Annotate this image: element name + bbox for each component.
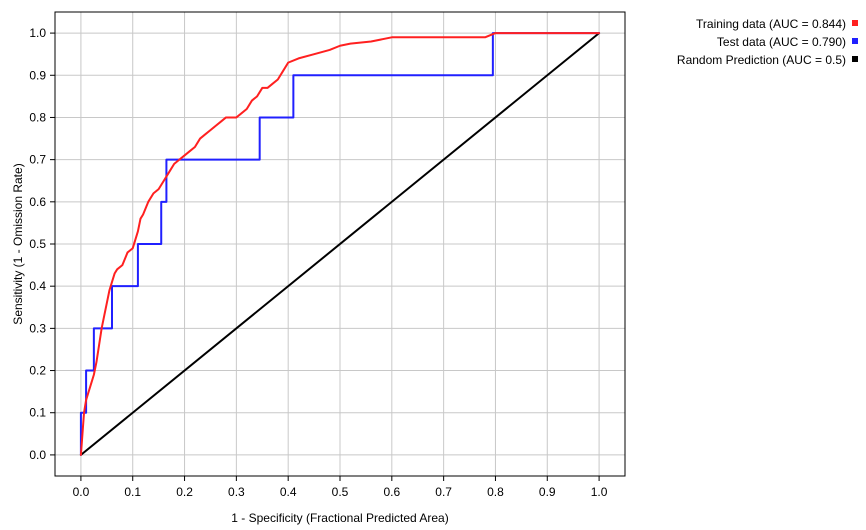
y-tick-label-4: 0.4 (29, 279, 46, 293)
y-tick-label-1: 0.1 (29, 406, 46, 420)
x-tick-label-5: 0.5 (332, 485, 349, 499)
y-tick-label-8: 0.8 (29, 110, 46, 124)
y-tick-label-2: 0.2 (29, 364, 46, 378)
legend-swatch-random (852, 56, 858, 62)
x-tick-label-8: 0.8 (487, 485, 504, 499)
legend: Training data (AUC = 0.844) Test data (AU… (677, 17, 858, 67)
x-axis-label: 1 - Specificity (Fractional Predicted Ar… (231, 511, 448, 525)
y-tick-label-5: 0.5 (29, 237, 46, 251)
y-tick-label-0: 0.0 (29, 448, 46, 462)
series-lines (79, 32, 601, 456)
series-line-test (79, 32, 601, 456)
y-axis-label: Sensitivity (1 - Omission Rate) (11, 163, 25, 324)
x-axis: 0.0 0.1 0.2 0.3 0.4 0.5 0.6 0.7 0.8 0.9 1.0 (73, 476, 608, 499)
x-tick-label-0: 0.0 (73, 485, 90, 499)
legend-label-random: Random Prediction (AUC = 0.5) (677, 53, 846, 67)
y-axis: 0.0 0.1 0.2 0.3 0.4 0.5 0.6 0.7 0.8 0.9 1.0 (29, 26, 55, 462)
legend-label-training: Training data (AUC = 0.844) (696, 17, 846, 31)
x-tick-label-3: 0.3 (228, 485, 245, 499)
y-tick-label-9: 0.9 (29, 68, 46, 82)
x-tick-label-10: 1.0 (591, 485, 608, 499)
legend-label-test: Test data (AUC = 0.790) (717, 35, 846, 49)
series-line-training (79, 32, 601, 456)
x-tick-label-1: 0.1 (124, 485, 141, 499)
x-tick-label-9: 0.9 (539, 485, 556, 499)
y-tick-label-3: 0.3 (29, 321, 46, 335)
series-line-random (79, 32, 601, 456)
y-tick-label-10: 1.0 (29, 26, 46, 40)
y-tick-label-6: 0.6 (29, 195, 46, 209)
legend-swatch-training (852, 20, 858, 26)
legend-swatch-test (852, 38, 858, 44)
x-tick-label-6: 0.6 (383, 485, 400, 499)
x-tick-label-7: 0.7 (435, 485, 452, 499)
y-tick-label-7: 0.7 (29, 153, 46, 167)
x-tick-label-4: 0.4 (280, 485, 297, 499)
x-tick-label-2: 0.2 (176, 485, 193, 499)
